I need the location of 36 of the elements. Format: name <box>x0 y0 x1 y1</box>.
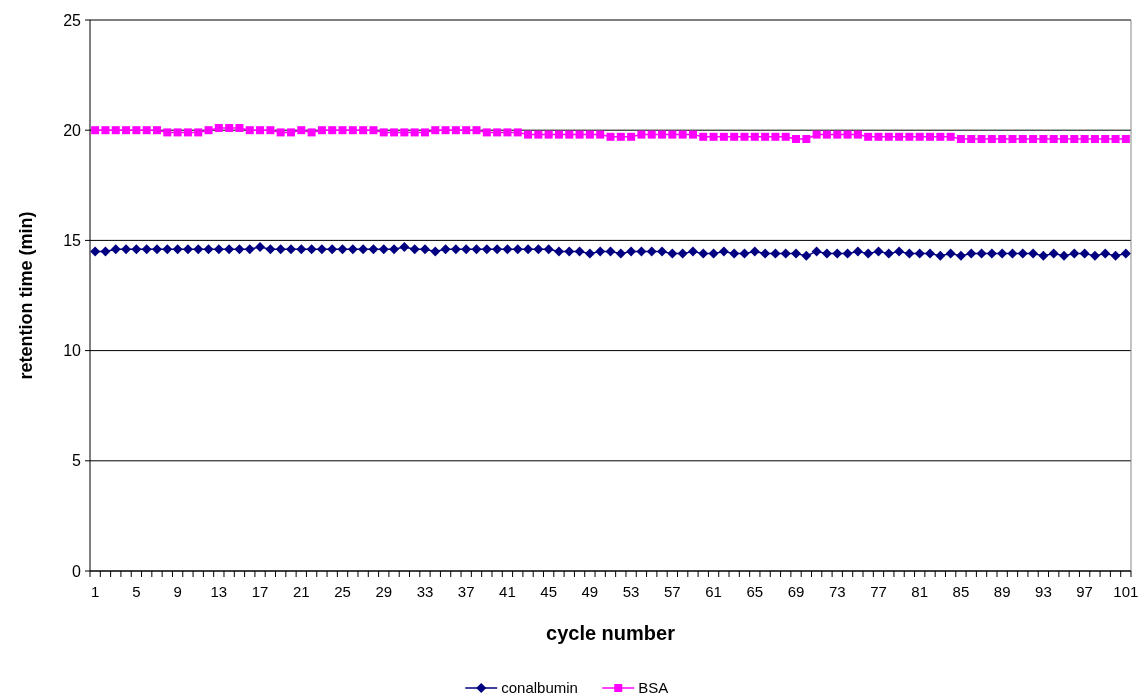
y-tick-label: 5 <box>72 452 82 470</box>
x-tick-label: 49 <box>581 583 599 600</box>
x-tick-label: 61 <box>705 583 722 600</box>
y-tick-label: 15 <box>63 232 82 249</box>
x-tick-label: 53 <box>622 583 640 600</box>
x-tick-label: 65 <box>746 583 764 600</box>
y-tick-label: 20 <box>63 121 82 139</box>
x-tick-label: 77 <box>870 583 887 600</box>
legend-label: conalbumin <box>501 679 578 697</box>
x-tick-label: 33 <box>416 583 434 600</box>
y-tick-label: 25 <box>63 11 82 29</box>
x-tick-label: 5 <box>132 583 141 600</box>
x-tick-label: 81 <box>911 583 929 600</box>
x-tick-label: 89 <box>993 583 1011 600</box>
x-tick-label: 1 <box>90 583 100 600</box>
x-tick-label: 25 <box>334 583 351 600</box>
x-tick-label: 41 <box>499 583 516 600</box>
x-tick-label: 29 <box>375 583 393 600</box>
x-tick-label: 93 <box>1035 583 1052 600</box>
x-tick-label: 9 <box>173 583 182 600</box>
x-axis-title: cycle number <box>546 622 676 644</box>
x-tick-label: 37 <box>457 583 475 600</box>
x-tick-label: 97 <box>1076 583 1093 600</box>
x-tick-label: 17 <box>251 583 269 600</box>
x-tick-label: 101 <box>1113 583 1139 600</box>
x-tick-label: 85 <box>952 583 970 600</box>
x-tick-label: 69 <box>787 583 805 600</box>
x-tick-label: 45 <box>540 583 557 600</box>
x-tick-label: 13 <box>210 583 228 600</box>
y-tick-label: 0 <box>72 562 82 580</box>
y-axis-title: retention time (min) <box>16 211 36 380</box>
x-tick-label: 57 <box>664 583 681 600</box>
y-tick-label: 10 <box>63 342 82 360</box>
x-tick-label: 21 <box>292 583 310 600</box>
legend-label: BSA <box>638 679 669 697</box>
x-tick-label: 73 <box>828 583 846 600</box>
